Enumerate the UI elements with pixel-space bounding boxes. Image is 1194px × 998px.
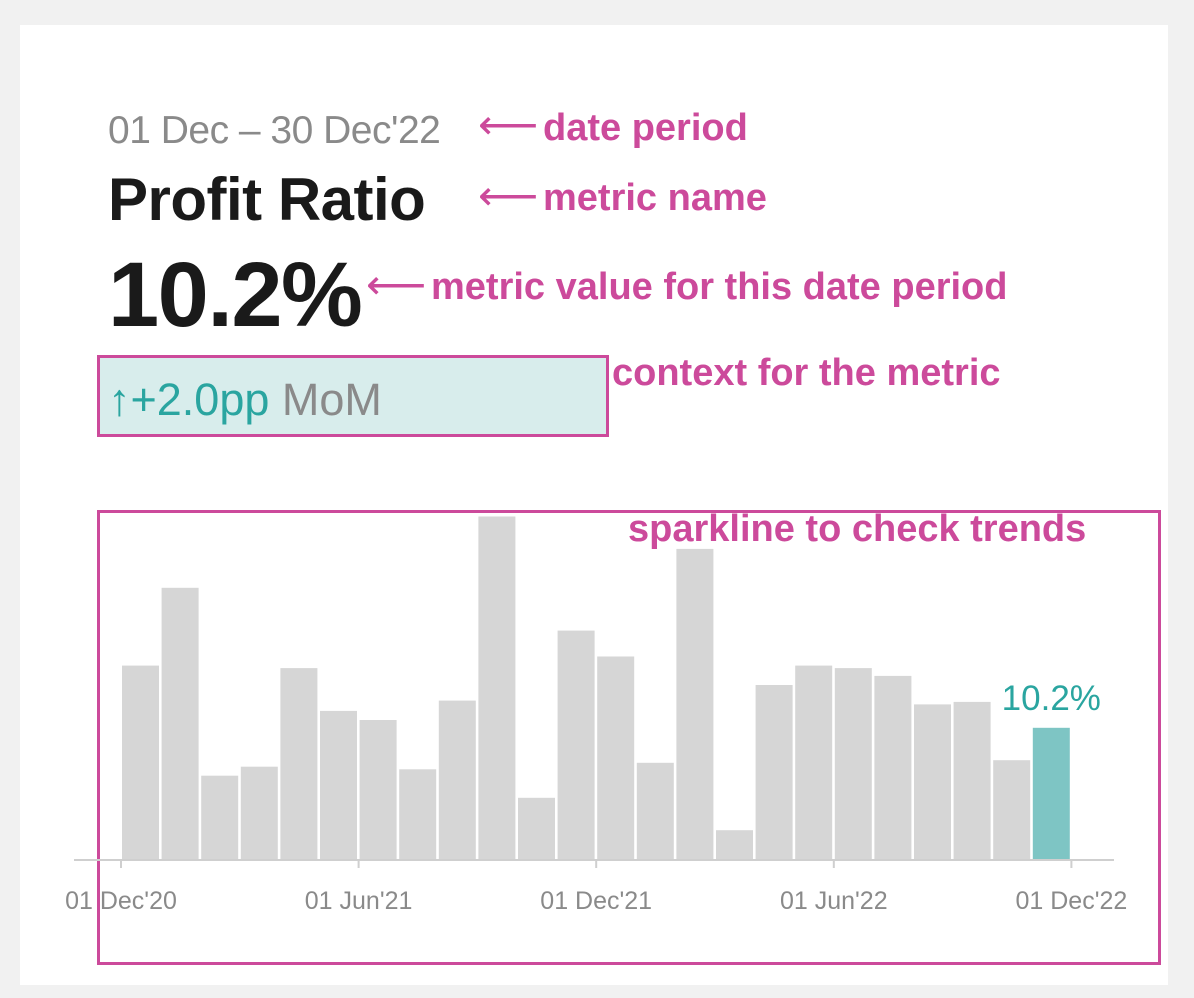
x-tick-label: 01 Jun'22 (780, 887, 888, 915)
bar (478, 516, 516, 860)
metric-name: Profit Ratio (108, 166, 426, 233)
x-tick-label: 01 Dec'20 (65, 887, 177, 915)
bar (914, 704, 951, 860)
arrow-left-icon: ⟵ (478, 172, 539, 219)
bar (755, 685, 793, 860)
context-text: ↑+2.0pp MoM (108, 374, 382, 426)
bar (201, 775, 239, 860)
bar (834, 668, 872, 860)
bar (953, 701, 991, 860)
x-tick-label: 01 Dec'21 (540, 887, 652, 915)
date-period: 01 Dec – 30 Dec'22 (108, 109, 441, 152)
annotation-metric-value: metric value for this date period (431, 266, 1008, 308)
bar (636, 762, 674, 860)
bar (399, 769, 437, 860)
arrow-left-icon: ⟵ (478, 101, 539, 148)
arrow-left-icon: ⟵ (366, 261, 427, 308)
bar (122, 665, 159, 860)
bar-highlight (1032, 727, 1070, 860)
context-change: ↑+2.0pp (108, 374, 270, 425)
annotation-date-period: date period (543, 107, 748, 149)
bar (716, 830, 753, 860)
metric-card: 01 Dec – 30 Dec'22 Profit Ratio 10.2% ↑+… (20, 25, 1168, 985)
annotation-context: context for the metric (612, 352, 1001, 394)
annotation-metric-name: metric name (543, 177, 767, 219)
x-tick-label: 01 Jun'21 (305, 887, 413, 915)
bar (597, 656, 635, 860)
bar (557, 630, 595, 860)
highlight-data-label: 10.2% (1002, 679, 1101, 718)
bar (240, 766, 278, 860)
annotation-sparkline: sparkline to check trends (628, 508, 1087, 550)
sparkline-frame (97, 510, 1161, 965)
x-tick-label: 01 Dec'22 (1016, 887, 1128, 915)
bar (359, 720, 397, 860)
bar (320, 710, 357, 860)
bar (795, 665, 833, 860)
context-period: MoM (281, 374, 382, 425)
context-box: ↑+2.0pp MoM (97, 355, 609, 437)
bar (993, 760, 1031, 860)
bar (676, 548, 714, 860)
bar (518, 797, 555, 860)
sparkline-chart: 01 Dec'20 01 Jun'21 01 Dec'21 01 Jun'22 01 D… (65, 516, 1128, 915)
bar (874, 675, 912, 860)
metric-value: 10.2% (108, 244, 363, 346)
bar (280, 668, 318, 860)
bar (438, 700, 476, 860)
bar (161, 587, 199, 860)
